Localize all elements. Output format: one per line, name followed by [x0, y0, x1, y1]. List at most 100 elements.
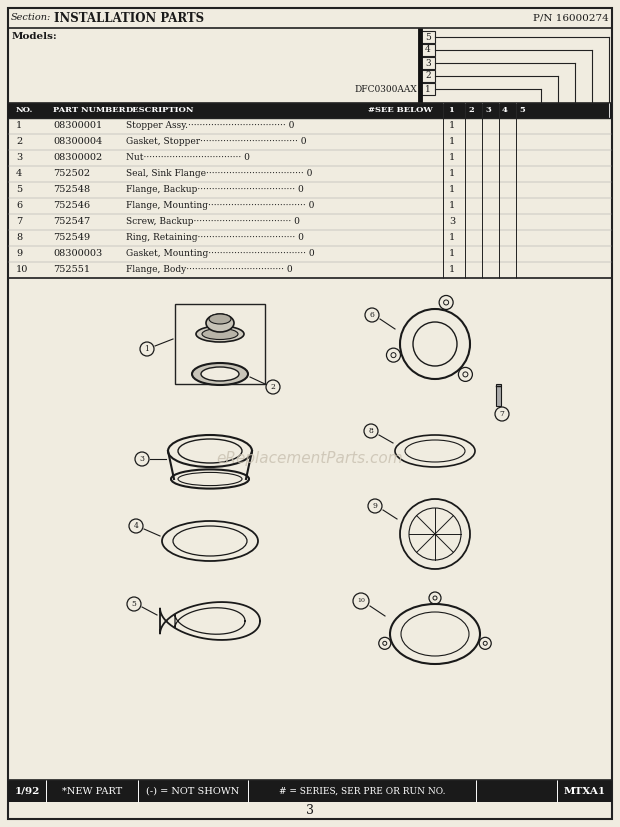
Circle shape	[129, 519, 143, 533]
Text: 2: 2	[16, 137, 22, 146]
Text: 3: 3	[449, 217, 455, 226]
Bar	[421, 57, 435, 69]
Text: 10: 10	[357, 599, 365, 604]
Circle shape	[353, 593, 369, 609]
Bar	[421, 44, 435, 56]
Text: 3: 3	[306, 804, 314, 816]
Text: 3: 3	[16, 153, 22, 162]
Text: Stopper Assy.·································· 0: Stopper Assy.···························…	[126, 121, 294, 130]
Text: 1: 1	[449, 169, 455, 178]
Text: 752551: 752551	[53, 265, 90, 274]
Circle shape	[365, 308, 379, 322]
Ellipse shape	[401, 612, 469, 656]
Text: 752546: 752546	[53, 201, 90, 210]
Text: Flange, Body·································· 0: Flange, Body····························…	[126, 265, 293, 274]
Circle shape	[266, 380, 280, 394]
Text: #SEE BELOW: #SEE BELOW	[368, 107, 433, 114]
Circle shape	[391, 352, 396, 357]
Text: 4: 4	[425, 45, 431, 55]
Text: 7: 7	[500, 410, 505, 418]
Circle shape	[433, 596, 437, 600]
Text: 2: 2	[270, 383, 275, 391]
Ellipse shape	[178, 472, 242, 485]
Text: 08300004: 08300004	[53, 137, 102, 146]
Text: 1: 1	[449, 249, 455, 258]
Text: 1: 1	[449, 233, 455, 242]
Circle shape	[463, 372, 468, 377]
Ellipse shape	[178, 439, 242, 463]
Text: 1: 1	[449, 265, 455, 274]
Text: 1: 1	[449, 121, 455, 130]
Circle shape	[364, 424, 378, 438]
Text: 1: 1	[449, 185, 455, 194]
Text: 1/92: 1/92	[14, 786, 40, 796]
Text: 4: 4	[16, 169, 22, 178]
Text: INSTALLATION PARTS: INSTALLATION PARTS	[54, 12, 204, 25]
Text: 752502: 752502	[53, 169, 90, 178]
Circle shape	[368, 499, 382, 513]
Bar	[8, 103, 612, 118]
Text: Gasket, Mounting·································· 0: Gasket, Mounting························…	[126, 249, 314, 258]
Bar	[175, 304, 265, 384]
Text: 08300001: 08300001	[53, 121, 102, 130]
Text: 1: 1	[16, 121, 22, 130]
Text: Section:: Section:	[11, 13, 51, 22]
Ellipse shape	[192, 363, 248, 385]
Text: P/N 16000274: P/N 16000274	[533, 13, 609, 22]
Text: 10: 10	[16, 265, 29, 274]
Ellipse shape	[173, 526, 247, 556]
Text: 5: 5	[16, 185, 22, 194]
Text: 752547: 752547	[53, 217, 91, 226]
Bar	[421, 70, 435, 82]
Bar	[495, 384, 500, 406]
Text: *NEW PART: *NEW PART	[62, 786, 122, 796]
Circle shape	[483, 641, 487, 645]
Text: Nut·································· 0: Nut·································· 0	[126, 153, 250, 162]
Circle shape	[127, 597, 141, 611]
Text: DESCRIPTION: DESCRIPTION	[126, 107, 195, 114]
Bar	[421, 83, 435, 95]
Text: 6: 6	[16, 201, 22, 210]
Text: # = SERIES, SER PRE OR RUN NO.: # = SERIES, SER PRE OR RUN NO.	[279, 786, 445, 796]
Text: 3: 3	[140, 455, 144, 463]
Text: 1: 1	[449, 137, 455, 146]
Text: 9: 9	[373, 502, 378, 510]
Text: DFC0300AAX: DFC0300AAX	[354, 84, 417, 93]
Text: (-) = NOT SHOWN: (-) = NOT SHOWN	[146, 786, 239, 796]
Ellipse shape	[405, 440, 465, 462]
Bar	[8, 780, 612, 802]
Text: Seal, Sink Flange·································· 0: Seal, Sink Flange·······················…	[126, 169, 312, 178]
Text: 08300002: 08300002	[53, 153, 102, 162]
Text: 6: 6	[370, 311, 374, 319]
Ellipse shape	[209, 314, 231, 324]
Text: 1: 1	[144, 345, 149, 353]
Ellipse shape	[196, 326, 244, 342]
Ellipse shape	[206, 314, 234, 332]
Bar	[421, 31, 435, 43]
Text: NO.: NO.	[16, 107, 33, 114]
Circle shape	[409, 508, 461, 560]
Text: Gasket, Stopper·································· 0: Gasket, Stopper·························…	[126, 137, 306, 146]
Text: 8: 8	[368, 427, 373, 435]
Text: 1: 1	[449, 153, 455, 162]
Circle shape	[135, 452, 149, 466]
Ellipse shape	[201, 367, 239, 381]
Text: Screw, Backup·································· 0: Screw, Backup···························…	[126, 217, 300, 226]
Text: 9: 9	[16, 249, 22, 258]
Text: Flange, Backup·································· 0: Flange, Backup··························…	[126, 185, 304, 194]
Text: 2: 2	[425, 71, 431, 80]
Circle shape	[413, 322, 457, 366]
Text: Models:: Models:	[12, 32, 58, 41]
Text: 752548: 752548	[53, 185, 90, 194]
Circle shape	[495, 407, 509, 421]
Text: PART NUMBER: PART NUMBER	[53, 107, 125, 114]
Text: 3: 3	[425, 59, 431, 68]
Text: 5: 5	[425, 32, 431, 41]
Text: 5: 5	[131, 600, 136, 608]
Text: 08300003: 08300003	[53, 249, 102, 258]
Text: 752549: 752549	[53, 233, 90, 242]
Text: 1: 1	[425, 84, 431, 93]
Text: MTXA1: MTXA1	[564, 786, 606, 796]
Text: 1: 1	[448, 107, 454, 114]
Text: 8: 8	[16, 233, 22, 242]
